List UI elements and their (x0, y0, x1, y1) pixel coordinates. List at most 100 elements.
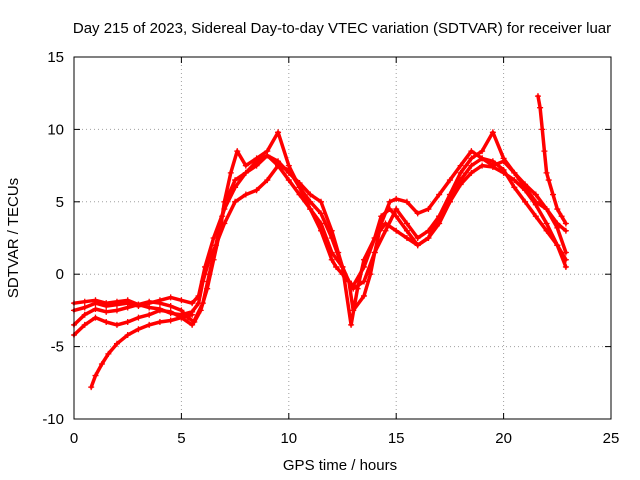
data-point (511, 177, 518, 184)
data-point (103, 303, 110, 310)
data-point (328, 249, 335, 256)
data-point (264, 152, 271, 159)
data-point (156, 318, 163, 325)
data-point (189, 300, 196, 307)
data-point (124, 304, 131, 311)
data-point (113, 321, 120, 328)
data-point (225, 191, 232, 198)
data-point (393, 195, 400, 202)
data-point (360, 278, 367, 285)
data-point (393, 227, 400, 234)
data-point (403, 227, 410, 234)
data-point (81, 321, 88, 328)
series-line (536, 94, 568, 226)
data-point (234, 148, 241, 155)
x-tick-label: 0 (70, 430, 78, 447)
data-point (562, 220, 569, 227)
data-point (242, 191, 249, 198)
data-point (135, 301, 142, 308)
data-point (285, 162, 292, 169)
data-point (489, 129, 496, 136)
data-point (339, 263, 346, 270)
data-point (113, 307, 120, 314)
data-point (414, 210, 421, 217)
data-point (371, 235, 378, 241)
data-point (178, 297, 185, 304)
data-point (124, 318, 131, 325)
data-point (328, 227, 335, 234)
series-line (89, 312, 194, 389)
data-point (382, 227, 389, 234)
data-point (232, 198, 239, 205)
data-point (146, 321, 153, 328)
data-point (500, 166, 507, 173)
data-point (511, 169, 518, 176)
data-point (403, 235, 410, 241)
data-point (199, 300, 206, 307)
data-point (550, 191, 557, 198)
data-point (242, 169, 249, 176)
data-point (92, 372, 99, 379)
data-point (545, 177, 552, 184)
data-point (393, 206, 400, 213)
data-point (81, 304, 88, 311)
data-point (414, 235, 421, 241)
axis-ticks: 0 5 10 15 20 25 -10 -5 0 5 10 15 (42, 49, 619, 447)
data-point (562, 227, 569, 234)
y-tick-label: -5 (51, 339, 64, 356)
data-point (354, 285, 361, 292)
data-point (511, 184, 518, 191)
data-point (318, 198, 325, 205)
data-point (275, 129, 282, 136)
data-point (206, 271, 213, 278)
data-point (103, 318, 110, 325)
data-point (167, 294, 174, 301)
data-point (468, 162, 475, 169)
data-point (479, 162, 486, 169)
data-point (113, 340, 120, 347)
data-point (92, 300, 99, 307)
data-point (189, 311, 196, 318)
data-point (522, 198, 529, 205)
data-point (479, 148, 486, 155)
data-point (539, 126, 546, 133)
data-point (541, 148, 548, 155)
series-s4 (71, 152, 569, 339)
data-point (88, 384, 95, 391)
data-point (468, 169, 475, 176)
data-point (403, 220, 410, 227)
data-point (534, 93, 541, 100)
data-point (113, 301, 120, 308)
data-point (360, 292, 367, 299)
data-point (446, 177, 453, 184)
data-point (212, 242, 219, 249)
data-point (489, 158, 496, 165)
data-point (202, 263, 209, 270)
data-point (333, 263, 340, 270)
data-point (318, 220, 325, 227)
data-point (296, 191, 303, 198)
data-point (328, 256, 335, 263)
data-point (275, 162, 282, 169)
data-point (468, 155, 475, 162)
chart-title: Day 215 of 2023, Sidereal Day-to-day VTE… (73, 20, 611, 37)
series-s1 (71, 162, 569, 318)
data-point (146, 298, 153, 305)
data-point (167, 308, 174, 315)
data-point (178, 314, 185, 321)
data-point (178, 307, 185, 314)
data-point (189, 321, 196, 328)
data-point (360, 256, 367, 263)
data-point (335, 249, 342, 256)
data-point (156, 300, 163, 307)
data-point (386, 198, 393, 205)
data-point (537, 104, 544, 111)
data-point (457, 177, 464, 184)
data-point (307, 191, 314, 198)
data-point (167, 303, 174, 310)
y-tick-label: 15 (47, 49, 64, 66)
data-point (232, 177, 239, 184)
data-point (264, 177, 271, 184)
data-point (253, 158, 260, 165)
